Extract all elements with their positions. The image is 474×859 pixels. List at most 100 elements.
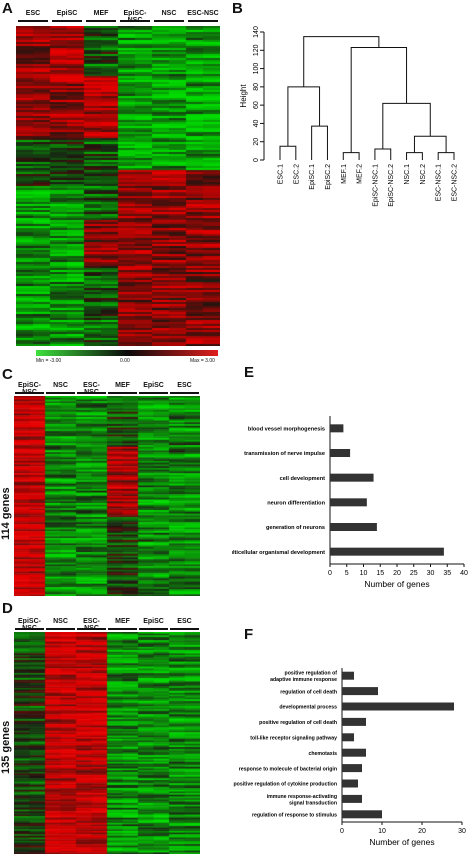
y-tick-label: 20: [253, 138, 260, 146]
leaf-label: MEF.1: [341, 164, 348, 184]
bar: [342, 733, 354, 742]
bar-chart-f: 0 10 20 30 Number of genes positive regulatio…: [234, 668, 466, 847]
heatmap-c-header: EpiSC-NSC NSC ESC-NSC MEF EpiSC ESC: [14, 382, 200, 398]
heatmap-d-gene-count: 135 genes: [0, 720, 12, 774]
leaf-label: MEF.2: [357, 164, 364, 184]
x-tick-label: 20: [393, 570, 401, 577]
x-tick-label: 30: [427, 570, 435, 577]
leaf-label: ESC-NSC.1: [436, 164, 443, 201]
category-label: immune response-activating: [267, 794, 337, 800]
heatmap-c-col-label: MEF: [115, 382, 130, 389]
bar: [342, 748, 366, 757]
x-tick-label: 5: [345, 570, 349, 577]
dendrogram-link: [413, 135, 447, 153]
bar: [330, 424, 344, 433]
dendrogram-link: [287, 86, 321, 147]
dendrogram-link: [382, 102, 431, 150]
x-tick-label: 10: [360, 570, 368, 577]
category-label: regulation of cell death: [280, 689, 337, 695]
category-label: developmental process: [279, 705, 337, 711]
bar: [330, 498, 367, 507]
color-scale: [36, 350, 218, 356]
y-tick-label: 0: [253, 158, 260, 162]
heatmap-a: [16, 26, 220, 346]
category-label: transmission of nerve impulse: [244, 451, 325, 457]
category-label: blood vessel morphogenesis: [248, 427, 325, 433]
leaf-label: ESC.2: [293, 164, 300, 184]
panel-letter-d: D: [2, 600, 13, 617]
category-label: signal transduction: [289, 800, 337, 806]
scale-min-label: Min = -3.00: [36, 358, 62, 364]
dendrogram-link: [342, 152, 360, 160]
y-tick-label: 100: [253, 63, 260, 75]
leaf-label: EpiSC.2: [325, 164, 332, 190]
bar: [342, 794, 362, 803]
heatmap-d: [14, 632, 200, 854]
bar: [342, 717, 366, 726]
category-label: toll-like receptor signaling pathway: [250, 736, 337, 742]
x-tick-label: 0: [340, 828, 344, 835]
panel-letter-b: B: [232, 0, 243, 17]
bar: [330, 449, 351, 457]
bar: [342, 779, 358, 788]
bar: [342, 687, 378, 696]
heatmap-a-header: ESC EpiSC MEF EpiSC-NSC NSC ESC-NSC: [16, 10, 220, 26]
y-tick-label: 60: [253, 101, 260, 109]
heatmap-d-col-label: NSC: [53, 618, 68, 625]
heatmap-d-col-label: EpiSC: [143, 618, 164, 625]
dendrogram-link: [374, 148, 392, 160]
y-tick-label: 40: [253, 119, 260, 127]
dendrogram-link: [279, 145, 297, 160]
heatmap-a-col-label: ESC-NSC: [187, 10, 219, 17]
scale-max-label: Max = 3.00: [190, 358, 215, 364]
bar: [342, 764, 362, 773]
bar-chart-e: 0 5 10 15 20 25 30 35 40 Number of genes blood ves…: [232, 416, 468, 589]
panel-letter-e: E: [244, 364, 255, 381]
panel-letter-a: A: [2, 0, 13, 17]
y-tick-label: 120: [253, 44, 260, 56]
heatmap-c-col-label: EpiSC: [143, 382, 164, 389]
panel-letter-f: F: [244, 626, 254, 643]
y-tick-label: 80: [253, 83, 260, 91]
category-label: neuron differentiation: [267, 501, 325, 507]
heatmap-d-col-label: ESC: [177, 618, 192, 625]
leaf-label: ESC-NSC.2: [452, 164, 459, 201]
dendrogram-b: 0 20 40 60 80 100 120 140 Height ESC.1 ESC.2 EpiSC.…: [239, 26, 459, 207]
heatmap-a-col-label: ESC: [25, 10, 41, 17]
leaf-label: NSC.2: [420, 164, 427, 185]
y-tick-label: 140: [253, 26, 260, 38]
x-tick-label: 25: [410, 570, 418, 577]
category-label: positive regulation of cytokine producti…: [234, 782, 337, 788]
x-axis-label: Number of genes: [369, 837, 434, 847]
x-tick-label: 20: [418, 828, 426, 835]
category-label: cell development: [280, 476, 326, 482]
heatmap-d-header: EpiSC-NSC NSC ESC-NSC MEF EpiSC ESC: [14, 618, 200, 634]
heatmap-d-col-label: MEF: [115, 618, 130, 625]
heatmap-c-gene-count: 114 genes: [0, 487, 12, 540]
heatmap-a-col-label: MEF: [93, 10, 109, 17]
leaf-label: EpiSC-NSC.2: [388, 164, 395, 207]
x-tick-label: 0: [328, 570, 332, 577]
dendrogram-link: [311, 125, 328, 160]
category-label: chemotaxis: [308, 751, 337, 757]
category-label: generation of neurons: [266, 525, 325, 531]
x-tick-label: 35: [443, 570, 451, 577]
x-tick-label: 30: [458, 828, 466, 835]
x-tick-label: 10: [378, 828, 386, 835]
bar: [330, 473, 374, 482]
y-axis-label: Height: [239, 84, 248, 108]
leaf-label: EpiSC.1: [309, 164, 316, 190]
heatmap-a-col-label: EpiSC: [56, 10, 78, 17]
category-label: response to molecule of bacterial origin: [239, 766, 337, 772]
x-tick-label: 40: [460, 570, 468, 577]
bar: [342, 810, 382, 819]
leaf-label: EpiSC-NSC.1: [372, 164, 379, 207]
dendrogram-link: [303, 36, 380, 87]
x-axis-label: Number of genes: [364, 579, 429, 589]
heatmap-c-col-label: NSC: [53, 382, 68, 389]
category-label: regulation of response to stimulus: [252, 813, 337, 819]
bar: [330, 547, 444, 556]
x-tick-label: 15: [376, 570, 384, 577]
category-label: positive regulation of cell death: [259, 720, 337, 726]
dendrogram-link: [437, 152, 455, 160]
